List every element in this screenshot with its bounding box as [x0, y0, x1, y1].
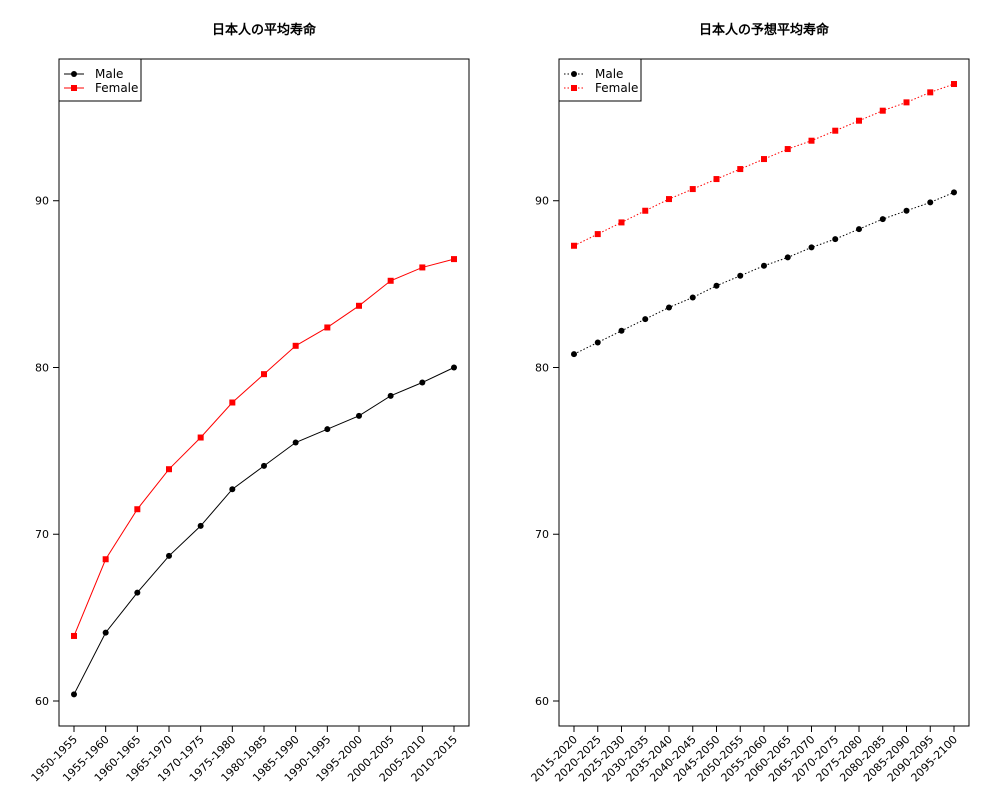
legend-label-male: Male — [95, 67, 123, 81]
data-point-female — [229, 399, 236, 406]
data-point-female — [808, 137, 815, 144]
y-tick-label: 70 — [35, 528, 49, 541]
data-point-female — [594, 231, 601, 238]
data-point-female — [102, 556, 109, 563]
data-point-female — [356, 302, 362, 309]
data-point-male — [761, 262, 767, 269]
legend-label-female: Female — [595, 81, 638, 95]
series-line-male — [573, 191, 955, 355]
data-point-female — [927, 89, 934, 96]
data-point-male — [292, 439, 299, 446]
data-point-male — [808, 244, 815, 251]
y-tick-label: 90 — [35, 195, 49, 208]
data-point-male — [419, 379, 426, 386]
data-point-male — [666, 304, 672, 311]
data-point-female — [784, 146, 791, 153]
data-point-female — [166, 466, 172, 473]
data-point-female — [666, 196, 672, 203]
data-point-female — [134, 506, 141, 513]
data-point-male — [102, 629, 109, 636]
data-point-female — [387, 277, 394, 284]
y-tick-label: 80 — [35, 361, 49, 374]
data-point-female — [879, 107, 886, 114]
data-point-male — [134, 589, 141, 596]
data-point-female — [713, 176, 720, 183]
y-tick-label: 60 — [535, 695, 549, 708]
chart-title: 日本人の平均寿命 — [212, 22, 317, 38]
data-point-male — [927, 199, 934, 206]
data-point-male — [451, 364, 457, 371]
data-point-male — [951, 189, 957, 196]
y-tick-label: 90 — [535, 195, 549, 208]
data-point-female — [737, 166, 744, 173]
data-point-male — [642, 316, 649, 323]
data-point-male — [166, 552, 172, 559]
legend-label-male: Male — [595, 67, 623, 81]
legend-marker-male — [71, 71, 77, 77]
y-tick-label: 80 — [535, 361, 549, 374]
data-point-female — [324, 324, 331, 331]
data-point-female — [903, 99, 910, 106]
data-point-male — [594, 339, 601, 346]
data-point-female — [71, 632, 77, 639]
data-point-male — [832, 236, 839, 243]
data-point-male — [261, 462, 267, 469]
legend-marker-female — [571, 85, 577, 91]
data-point-male — [737, 272, 744, 279]
data-point-female — [642, 207, 649, 214]
data-point-male — [197, 522, 204, 529]
data-point-male — [618, 327, 625, 334]
data-point-female — [451, 256, 457, 263]
data-point-male — [856, 226, 862, 233]
data-point-male — [387, 392, 394, 399]
data-point-female — [419, 264, 426, 271]
legend-marker-female — [71, 85, 77, 91]
data-point-female — [292, 342, 299, 349]
series-line-male — [73, 367, 455, 695]
legend-box — [58, 58, 142, 102]
data-point-male — [713, 282, 720, 289]
legend-label-female: Female — [95, 81, 138, 95]
data-point-female — [856, 117, 862, 124]
data-point-male — [784, 254, 791, 261]
data-point-female — [571, 242, 577, 249]
data-point-female — [761, 156, 767, 163]
data-point-female — [261, 371, 267, 378]
data-point-female — [689, 186, 696, 193]
chart-title: 日本人の予想平均寿命 — [699, 22, 830, 38]
data-point-female — [618, 219, 625, 226]
data-point-male — [879, 216, 886, 223]
y-tick-label: 60 — [35, 695, 49, 708]
data-point-male — [356, 412, 362, 419]
data-point-female — [832, 127, 839, 134]
data-point-male — [689, 294, 696, 301]
legend-box — [558, 58, 642, 102]
plot-frame — [58, 58, 470, 727]
data-point-male — [71, 691, 77, 698]
data-point-male — [903, 207, 910, 214]
data-point-female — [951, 81, 957, 88]
data-point-male — [229, 486, 236, 493]
chart-panel-2: 日本人の予想平均寿命607080902015-20202020-20252025… — [529, 22, 970, 785]
series-line-female — [73, 258, 455, 637]
data-point-male — [571, 351, 577, 358]
chart-panel-1: 日本人の平均寿命607080901950-19551955-19601960-1… — [29, 22, 470, 785]
series-line-female — [573, 83, 955, 247]
y-tick-label: 70 — [535, 528, 549, 541]
legend-marker-male — [571, 71, 577, 77]
data-point-female — [197, 434, 204, 441]
data-point-male — [324, 426, 331, 433]
